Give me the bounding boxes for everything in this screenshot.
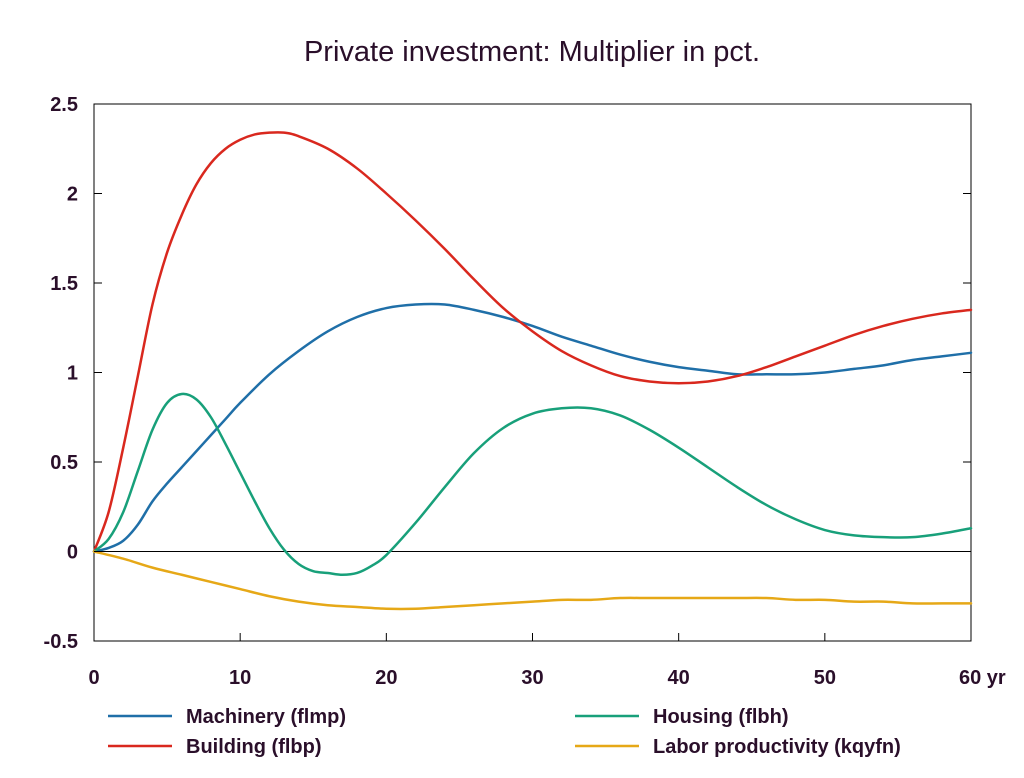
plot-frame [93,103,972,642]
x-tick-label: 40 [668,667,690,689]
series-line-housing [92,392,973,577]
legend-label-building: Building (flbp) [186,736,322,758]
series-line-machinery [92,302,973,553]
y-tick-label: 0.5 [50,452,78,474]
y-tick-label: 2.5 [50,94,78,116]
x-tick-label: 20 [375,667,397,689]
y-tick-label: 1 [67,363,78,385]
x-tick-label: 0 [88,667,99,689]
legend-label-housing: Housing (flbh) [653,706,789,728]
y-tick-label: 1.5 [50,273,78,295]
y-tick-label: -0.5 [44,631,78,653]
series-line-labor-productivity [92,550,973,611]
x-tick-label: 50 [814,667,836,689]
legend-label-labor-productivity: Labor productivity (kqyfn) [653,736,901,758]
chart-title: Private investment: Multiplier in pct. [304,36,760,68]
series-group [92,131,973,611]
x-tick-label: 30 [521,667,543,689]
x-tick-label: 60 yr [959,667,1006,689]
series-line-building [92,131,973,553]
x-tick-label: 10 [229,667,251,689]
legend-label-machinery: Machinery (flmp) [186,706,346,728]
y-axis-ticks: -0.5 0 0.5 1 1.5 2 2.5 [44,94,971,653]
legend: Machinery (flmp) Building (flbp) Housing (… [108,706,901,758]
x-axis-ticks: 0 10 20 30 40 50 60 yr [88,633,1006,689]
y-tick-label: 2 [67,184,78,206]
plot-border [93,103,972,642]
y-tick-label: 0 [67,542,78,564]
